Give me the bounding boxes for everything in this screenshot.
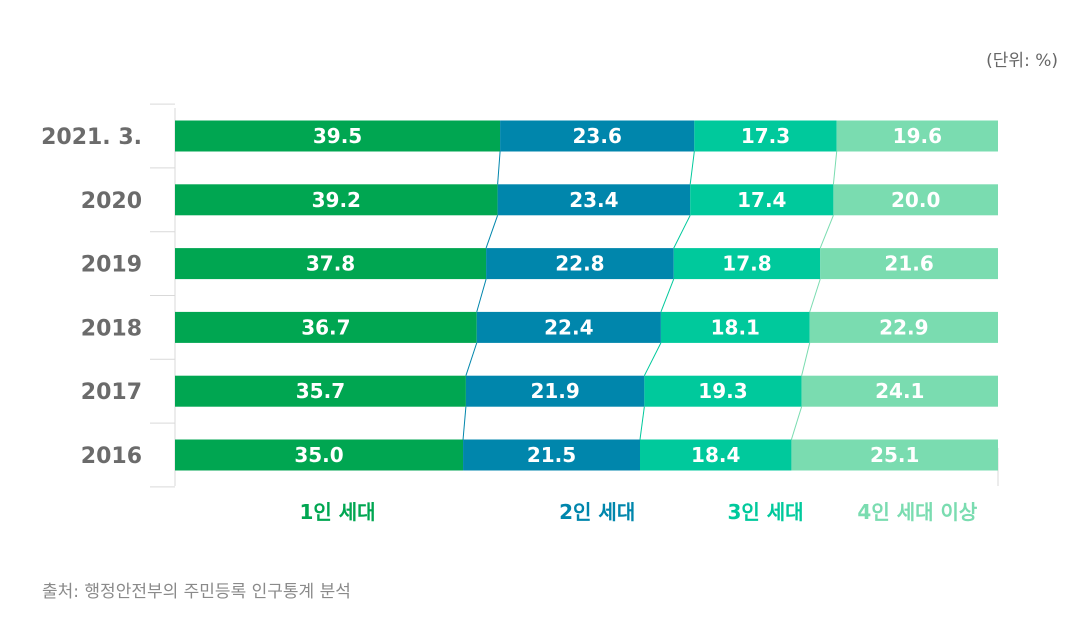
bar-segment <box>639 439 792 471</box>
connector-line <box>809 278 821 313</box>
value-label: 21.5 <box>527 443 576 467</box>
connector-line <box>801 342 811 376</box>
value-label: 39.5 <box>313 124 362 148</box>
value-label: 37.8 <box>306 252 355 276</box>
bar-segment <box>791 439 998 471</box>
bar-segment <box>497 184 691 216</box>
value-label: 19.6 <box>893 124 942 148</box>
value-label: 21.9 <box>530 379 579 403</box>
bar-segment <box>500 120 695 152</box>
connector-line <box>819 215 834 249</box>
bar-segment <box>175 248 487 280</box>
bar-segment <box>809 311 998 343</box>
category-label: 2019 <box>81 253 142 278</box>
connector-line <box>639 406 645 440</box>
value-label: 23.6 <box>573 124 622 148</box>
category-label: 2017 <box>81 380 142 405</box>
connector-line <box>497 151 501 185</box>
legend-entry: 2인 세대 <box>559 500 635 524</box>
connector-line <box>643 342 662 376</box>
value-label: 20.0 <box>891 188 940 212</box>
value-label: 17.8 <box>722 252 771 276</box>
value-label: 39.2 <box>312 188 361 212</box>
bar-segment <box>644 375 802 407</box>
bar-segment <box>175 375 466 407</box>
value-label: 18.4 <box>691 443 740 467</box>
value-label: 36.7 <box>301 315 350 339</box>
bar-segment <box>673 248 821 280</box>
connector-line <box>485 215 499 249</box>
value-label: 35.7 <box>296 379 345 403</box>
category-label: 2018 <box>81 316 142 341</box>
bar-segment <box>175 184 498 216</box>
source-note: 출처: 행정안전부의 주민등록 인구통계 분석 <box>42 582 351 602</box>
bar-segment <box>801 375 998 407</box>
value-label: 17.4 <box>737 188 786 212</box>
category-label: 2021. 3. <box>41 125 142 150</box>
connector-line <box>790 406 803 440</box>
connector-line <box>673 215 691 249</box>
bar-segment <box>463 439 640 471</box>
bar-segment <box>476 311 661 343</box>
legend-entry: 1인 세대 <box>299 500 375 524</box>
value-label: 18.1 <box>711 315 760 339</box>
bar-segment <box>836 120 998 152</box>
legend-entry: 3인 세대 <box>727 500 803 524</box>
category-label: 2016 <box>81 444 142 469</box>
connector-line <box>476 278 487 313</box>
bar-segment <box>660 311 810 343</box>
connector-line <box>465 342 478 376</box>
connector-line <box>462 406 467 440</box>
unit-label: (단위: %) <box>986 51 1058 71</box>
value-label: 21.6 <box>884 252 933 276</box>
connector-line <box>660 278 675 313</box>
bar-segment <box>694 120 837 152</box>
bar-segment <box>465 375 645 407</box>
value-label: 24.1 <box>875 379 924 403</box>
value-label: 23.4 <box>569 188 618 212</box>
connector-line <box>689 151 695 185</box>
bar-segment <box>690 184 834 216</box>
bar-segment <box>486 248 674 280</box>
bar-segment <box>175 120 501 152</box>
bar-segment <box>175 439 464 471</box>
bar-segment <box>833 184 998 216</box>
value-label: 22.4 <box>544 315 593 339</box>
value-label: 19.3 <box>698 379 747 403</box>
category-label: 2020 <box>81 189 142 214</box>
bar-segment <box>175 311 477 343</box>
legend-entry: 4인 세대 이상 <box>857 500 977 524</box>
value-label: 25.1 <box>870 443 919 467</box>
value-label: 35.0 <box>294 443 343 467</box>
value-label: 22.9 <box>879 315 928 339</box>
value-label: 22.8 <box>555 252 604 276</box>
connector-line <box>832 151 838 185</box>
bar-segment <box>820 248 998 280</box>
value-label: 17.3 <box>741 124 790 148</box>
